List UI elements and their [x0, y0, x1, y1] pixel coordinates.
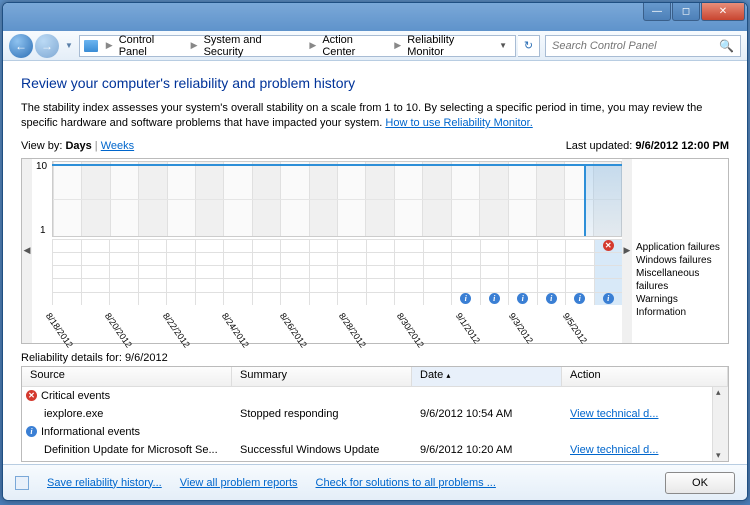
- col-summary[interactable]: Summary: [232, 367, 412, 386]
- chart-scroll-right[interactable]: ▶: [622, 159, 632, 343]
- info-icon: i: [517, 293, 528, 304]
- check-solutions-link[interactable]: Check for solutions to all problems ...: [316, 477, 496, 489]
- details-header: Reliability details for: 9/6/2012: [21, 352, 729, 364]
- page-title: Review your computer's reliability and p…: [21, 75, 729, 91]
- breadcrumb-item[interactable]: Reliability Monitor: [405, 34, 495, 58]
- reliability-chart: ◀ 10 1 iiiii✕i 8/18/20128/20/20128/22/20…: [21, 158, 729, 344]
- reliability-line: [52, 164, 622, 166]
- description: The stability index assesses your system…: [21, 101, 729, 132]
- address-bar[interactable]: ▶ Control Panel ▶ System and Security ▶ …: [79, 35, 516, 57]
- minimize-button[interactable]: —: [643, 3, 671, 21]
- view-all-reports-link[interactable]: View all problem reports: [180, 477, 298, 489]
- content: Review your computer's reliability and p…: [3, 61, 747, 464]
- table-header: Source Summary Date ▴ Action: [22, 367, 728, 387]
- address-dropdown[interactable]: ▼: [495, 41, 511, 50]
- search-input[interactable]: [552, 40, 719, 52]
- col-action[interactable]: Action: [562, 367, 728, 386]
- close-button[interactable]: ✕: [701, 3, 745, 21]
- group-header[interactable]: iInformational events: [22, 423, 728, 441]
- breadcrumb-item[interactable]: System and Security: [202, 34, 306, 58]
- error-icon: ✕: [603, 240, 614, 251]
- last-updated-value: 9/6/2012 12:00 PM: [635, 140, 729, 152]
- view-days[interactable]: Days: [65, 140, 91, 152]
- back-button[interactable]: ←: [9, 34, 33, 58]
- window: — ◻ ✕ ← → ▼ ▶ Control Panel ▶ System and…: [2, 2, 748, 501]
- chart-scroll-left[interactable]: ◀: [22, 159, 32, 343]
- search-box[interactable]: 🔍: [545, 35, 741, 57]
- save-history-link[interactable]: Save reliability history...: [47, 477, 162, 489]
- titlebar: — ◻ ✕: [3, 3, 747, 31]
- col-date[interactable]: Date ▴: [412, 367, 562, 386]
- view-details-link[interactable]: View technical d...: [570, 408, 658, 420]
- footer: Save reliability history... View all pro…: [3, 464, 747, 500]
- search-icon: 🔍: [719, 39, 734, 53]
- info-icon: i: [489, 293, 500, 304]
- info-icon: i: [26, 426, 37, 437]
- col-source[interactable]: Source: [22, 367, 232, 386]
- nav-history-dropdown[interactable]: ▼: [61, 41, 77, 50]
- breadcrumb-item[interactable]: Action Center: [320, 34, 390, 58]
- chart-legend: Application failuresWindows failuresMisc…: [632, 159, 728, 343]
- navbar: ← → ▼ ▶ Control Panel ▶ System and Secur…: [3, 31, 747, 61]
- view-details-link[interactable]: View technical d...: [570, 444, 658, 456]
- error-icon: ✕: [26, 390, 37, 401]
- view-weeks[interactable]: Weeks: [101, 140, 134, 152]
- view-row: View by: Days | Weeks Last updated: 9/6/…: [21, 140, 729, 152]
- ok-button[interactable]: OK: [665, 472, 735, 494]
- group-header[interactable]: ✕Critical events: [22, 387, 728, 405]
- table-row[interactable]: iexplore.exeStopped responding9/6/2012 1…: [22, 405, 728, 423]
- table-scrollbar[interactable]: [712, 387, 728, 461]
- info-icon: i: [546, 293, 557, 304]
- control-panel-icon: [84, 40, 98, 52]
- breadcrumb-item[interactable]: Control Panel: [117, 34, 187, 58]
- chart-body[interactable]: 10 1 iiiii✕i 8/18/20128/20/20128/22/2012…: [32, 159, 622, 343]
- save-icon: [15, 476, 29, 490]
- refresh-button[interactable]: ↻: [518, 35, 540, 57]
- details-table: Source Summary Date ▴ Action ✕Critical e…: [21, 366, 729, 462]
- help-link[interactable]: How to use Reliability Monitor.: [385, 117, 532, 129]
- info-icon: i: [574, 293, 585, 304]
- forward-button[interactable]: →: [35, 34, 59, 58]
- maximize-button[interactable]: ◻: [672, 3, 700, 21]
- info-icon: i: [460, 293, 471, 304]
- table-row[interactable]: Definition Update for Microsoft Se...Suc…: [22, 441, 728, 459]
- info-icon: i: [603, 293, 614, 304]
